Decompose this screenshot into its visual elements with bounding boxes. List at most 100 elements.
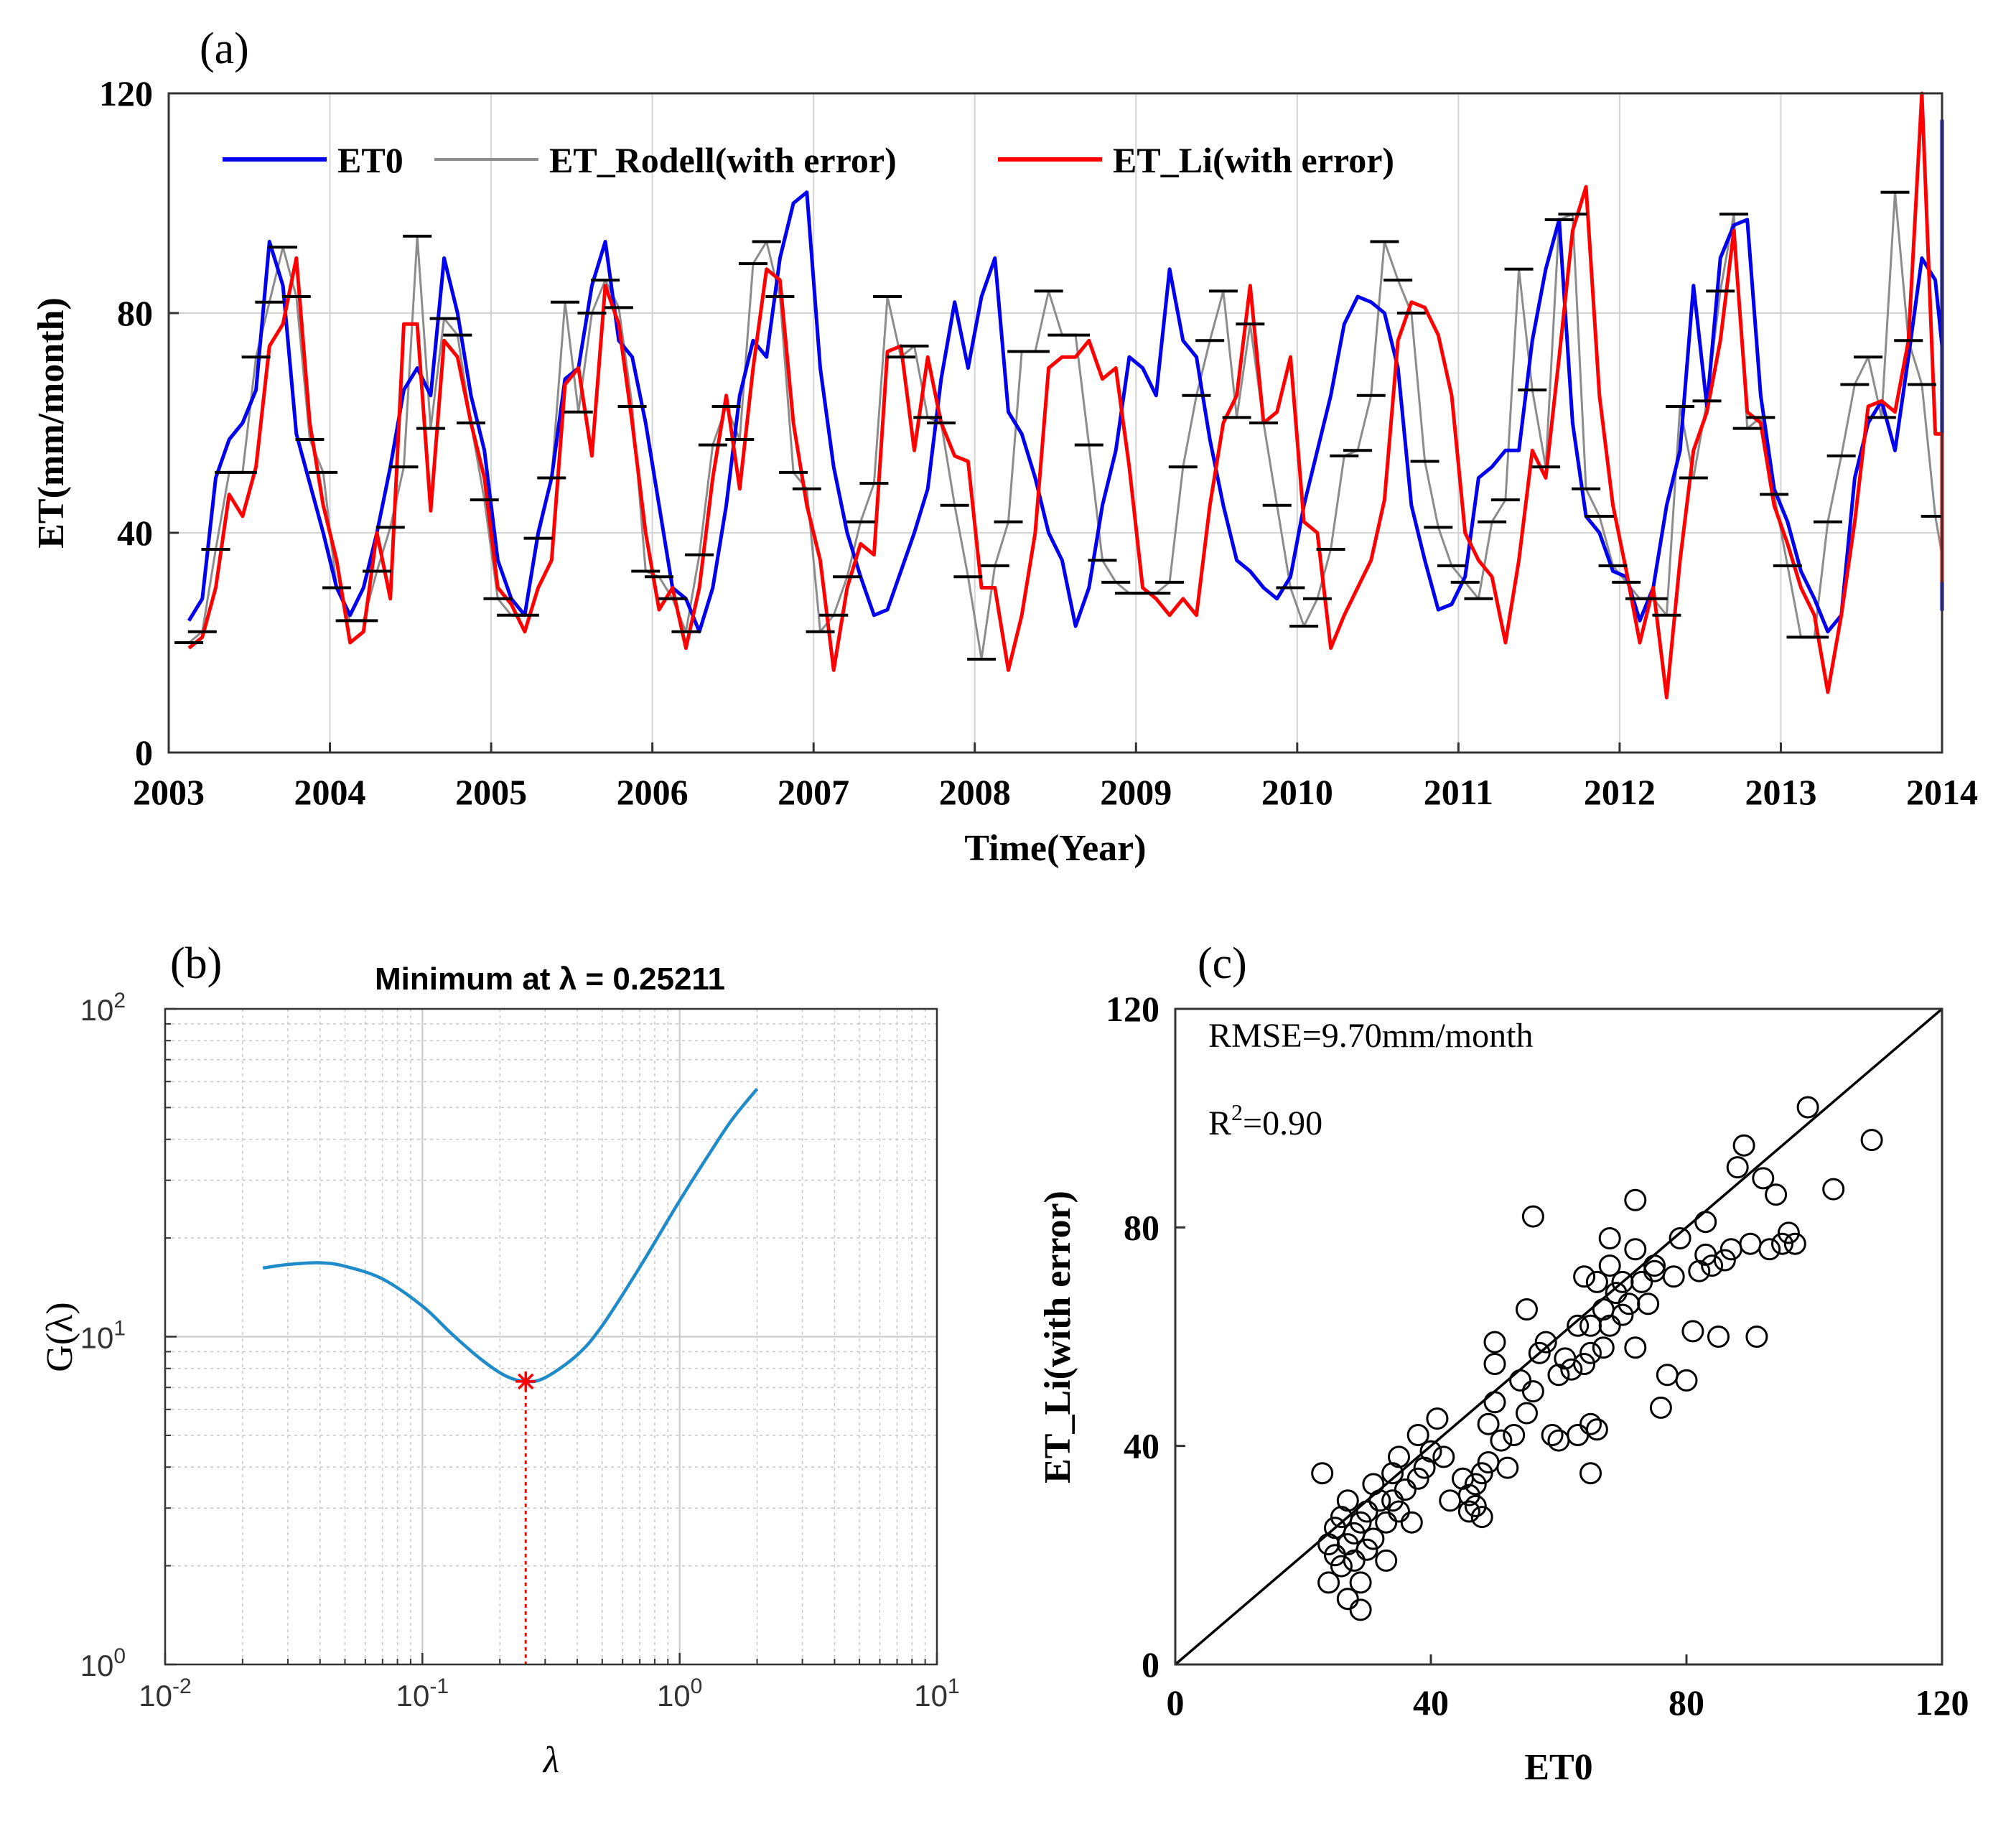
scatter-point bbox=[1528, 1341, 1551, 1364]
y-tick-label: 120 bbox=[99, 73, 153, 113]
panel-c-scatter: (c) 0 40 80 120 0 40 80 120 RMSE=9.70mm/month R… bbox=[1037, 939, 1969, 1788]
scatter-point bbox=[1406, 1424, 1429, 1446]
scatter-point bbox=[1630, 1270, 1653, 1293]
scatter-point bbox=[1777, 1221, 1800, 1244]
panel-b-label: (b) bbox=[170, 939, 222, 988]
legend-label-et0: ET0 bbox=[337, 140, 403, 180]
y-tick-label: 102 bbox=[80, 989, 126, 1027]
scatter-point bbox=[1649, 1396, 1672, 1419]
scatter-point bbox=[1675, 1369, 1698, 1392]
y-tick-label: 0 bbox=[135, 732, 153, 773]
x-tick-label: 2004 bbox=[294, 772, 366, 812]
panel-a-ticks: 2003 2004 2005 2006 2007 2008 2009 2010 2011 2012… bbox=[99, 73, 1978, 812]
scatter-point bbox=[1516, 1402, 1538, 1425]
scatter-point bbox=[1464, 1473, 1487, 1496]
scatter-point bbox=[1637, 1293, 1660, 1315]
scatter-point bbox=[1860, 1129, 1883, 1152]
scatter-point bbox=[1317, 1571, 1340, 1594]
scatter-point bbox=[1579, 1412, 1602, 1435]
scatter-point bbox=[1490, 1429, 1513, 1452]
panel-a-frame bbox=[167, 92, 1943, 754]
scatter-point bbox=[1541, 1424, 1564, 1446]
x-tick-label: 101 bbox=[914, 1675, 959, 1713]
one-to-one-line bbox=[1174, 1007, 1943, 1666]
scatter-point bbox=[1662, 1265, 1685, 1288]
scatter-point bbox=[1579, 1462, 1602, 1485]
scatter-point bbox=[1579, 1341, 1602, 1364]
scatter-point bbox=[1349, 1571, 1372, 1594]
x-tick-label: 2014 bbox=[1906, 772, 1978, 812]
scatter-point bbox=[1739, 1232, 1762, 1255]
y-tick-label: 40 bbox=[1124, 1426, 1159, 1466]
x-tick-label: 2013 bbox=[1745, 772, 1816, 812]
scatter-point bbox=[1521, 1380, 1544, 1403]
scatter-point bbox=[1355, 1538, 1378, 1561]
scatter-point bbox=[1503, 1424, 1526, 1446]
scatter-point bbox=[1567, 1314, 1590, 1337]
scatter-point bbox=[1496, 1456, 1519, 1479]
x-tick-label: 2011 bbox=[1424, 772, 1493, 812]
scatter-point bbox=[1457, 1500, 1480, 1523]
scatter-point bbox=[1681, 1320, 1704, 1343]
panel-c-ticks: 0 40 80 120 0 40 80 120 bbox=[1106, 989, 1969, 1723]
scatter-point bbox=[1745, 1326, 1768, 1348]
scatter-point bbox=[1643, 1259, 1666, 1282]
y-tick-label: 101 bbox=[80, 1317, 126, 1355]
panel-b-y-axis-title: G(λ) bbox=[39, 1302, 80, 1371]
y-tick-label: 120 bbox=[1106, 989, 1159, 1029]
x-tick-label: 100 bbox=[657, 1675, 702, 1713]
scatter-point bbox=[1521, 1205, 1544, 1228]
r-squared-annotation: R2=0.90 bbox=[1208, 1099, 1322, 1142]
scatter-point bbox=[1336, 1588, 1359, 1611]
y-tick-label: 0 bbox=[1142, 1644, 1159, 1685]
scatter-point bbox=[1516, 1298, 1538, 1321]
rmse-annotation: RMSE=9.70mm/month bbox=[1208, 1017, 1533, 1055]
scatter-point bbox=[1381, 1489, 1404, 1512]
y-tick-label: 80 bbox=[1124, 1207, 1159, 1247]
x-tick-label: 10-2 bbox=[139, 1675, 191, 1713]
scatter-point bbox=[1343, 1549, 1366, 1572]
scatter-point bbox=[1394, 1478, 1417, 1501]
x-tick-label: 0 bbox=[1167, 1682, 1185, 1723]
x-tick-label: 120 bbox=[1915, 1682, 1969, 1723]
scatter-point bbox=[1483, 1391, 1506, 1414]
scatter-point bbox=[1336, 1489, 1359, 1512]
scatter-point bbox=[1534, 1331, 1557, 1354]
x-tick-label: 2005 bbox=[455, 772, 527, 812]
scatter-point bbox=[1406, 1467, 1429, 1490]
legend-label-et-rodell: ET_Rodell(with error) bbox=[549, 140, 897, 180]
panel-a-label: (a) bbox=[200, 24, 249, 73]
x-tick-label: 2003 bbox=[133, 772, 205, 812]
scatter-point bbox=[1669, 1227, 1691, 1249]
scatter-point bbox=[1598, 1254, 1621, 1277]
y-tick-label: 80 bbox=[117, 293, 153, 333]
scatter-point bbox=[1598, 1314, 1621, 1337]
x-tick-label: 40 bbox=[1413, 1682, 1449, 1723]
scatter-point bbox=[1419, 1440, 1442, 1463]
panel-c-x-axis-title: ET0 bbox=[1524, 1747, 1592, 1788]
scatter-point bbox=[1726, 1156, 1749, 1179]
y-tick-label: 100 bbox=[80, 1644, 126, 1682]
panel-a-grid bbox=[168, 93, 1943, 753]
scatter-point bbox=[1483, 1331, 1506, 1354]
scatter-point bbox=[1732, 1134, 1755, 1157]
x-tick-label: 2006 bbox=[617, 772, 689, 812]
scatter-point bbox=[1605, 1282, 1628, 1305]
scatter-point bbox=[1765, 1183, 1788, 1206]
x-tick-label: 2009 bbox=[1100, 772, 1172, 812]
scatter-point bbox=[1375, 1549, 1398, 1572]
gcv-curve bbox=[262, 1087, 759, 1384]
scatter-point bbox=[1585, 1270, 1608, 1293]
series-line-et-li bbox=[187, 91, 1944, 699]
scatter-point bbox=[1375, 1511, 1398, 1534]
scatter-point bbox=[1643, 1254, 1666, 1277]
scatter-point bbox=[1426, 1407, 1449, 1430]
x-tick-label: 80 bbox=[1669, 1682, 1704, 1723]
panel-c-frame bbox=[1174, 1007, 1943, 1666]
scatter-point bbox=[1362, 1527, 1385, 1550]
panel-b-title: Minimum at λ = 0.25211 bbox=[375, 961, 725, 997]
scatter-point bbox=[1611, 1303, 1634, 1326]
panel-b-x-axis-title: λ bbox=[542, 1740, 560, 1781]
scatter-point bbox=[1573, 1353, 1596, 1375]
